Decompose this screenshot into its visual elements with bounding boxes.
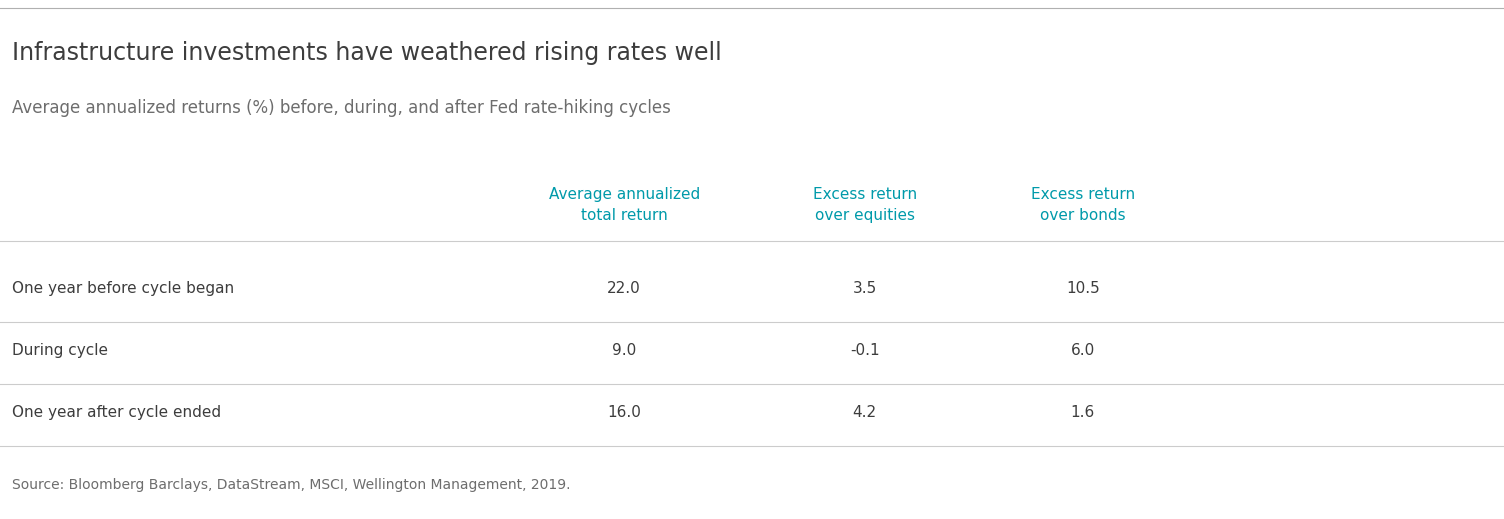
Text: 1.6: 1.6 [1071, 405, 1095, 420]
Text: Excess return
over bonds: Excess return over bonds [1030, 187, 1136, 223]
Text: 22.0: 22.0 [608, 281, 641, 295]
Text: One year before cycle began: One year before cycle began [12, 281, 235, 295]
Text: One year after cycle ended: One year after cycle ended [12, 405, 221, 420]
Text: 6.0: 6.0 [1071, 343, 1095, 358]
Text: 10.5: 10.5 [1066, 281, 1099, 295]
Text: 4.2: 4.2 [853, 405, 877, 420]
Text: 16.0: 16.0 [608, 405, 641, 420]
Text: Source: Bloomberg Barclays, DataStream, MSCI, Wellington Management, 2019.: Source: Bloomberg Barclays, DataStream, … [12, 479, 570, 492]
Text: During cycle: During cycle [12, 343, 108, 358]
Text: Infrastructure investments have weathered rising rates well: Infrastructure investments have weathere… [12, 41, 722, 65]
Text: Average annualized returns (%) before, during, and after Fed rate-hiking cycles: Average annualized returns (%) before, d… [12, 99, 671, 117]
Text: Average annualized
total return: Average annualized total return [549, 187, 699, 223]
Text: 3.5: 3.5 [853, 281, 877, 295]
Text: Excess return
over equities: Excess return over equities [812, 187, 917, 223]
Text: -0.1: -0.1 [850, 343, 880, 358]
Text: 9.0: 9.0 [612, 343, 636, 358]
